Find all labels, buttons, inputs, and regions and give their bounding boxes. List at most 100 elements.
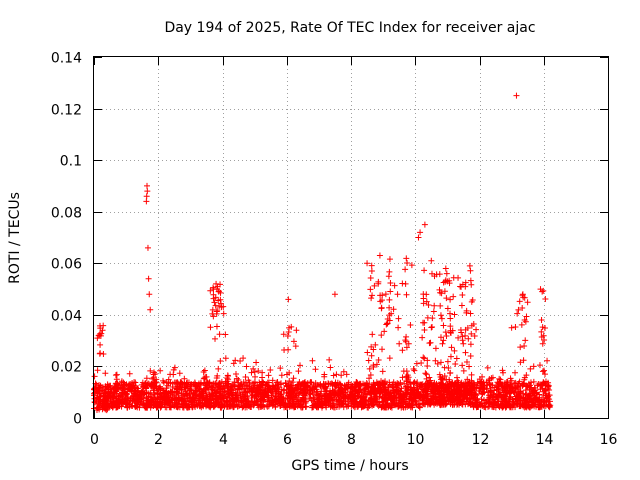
data-point xyxy=(401,380,408,387)
data-point xyxy=(215,365,222,372)
data-point xyxy=(466,363,473,370)
data-point xyxy=(340,395,347,402)
data-point xyxy=(288,389,295,396)
data-point xyxy=(145,397,152,404)
data-point xyxy=(420,354,427,361)
data-point xyxy=(467,267,474,274)
y-axis-title: ROTI / TECUs xyxy=(7,192,23,284)
spike-point xyxy=(144,244,151,251)
data-point xyxy=(163,398,170,405)
data-point xyxy=(368,295,375,302)
data-point xyxy=(124,400,131,407)
data-point xyxy=(370,399,377,406)
data-point xyxy=(94,367,101,374)
spike-point xyxy=(415,234,422,241)
data-point xyxy=(512,369,519,376)
y-tick-label: 0.1 xyxy=(60,154,82,170)
data-point xyxy=(390,379,397,386)
data-point xyxy=(159,387,166,394)
data-point xyxy=(438,315,445,322)
data-point xyxy=(242,374,249,381)
data-point xyxy=(131,398,138,405)
data-point xyxy=(367,395,374,402)
data-point xyxy=(154,396,161,403)
y-tick-label: 0.02 xyxy=(51,360,82,376)
data-point xyxy=(102,370,109,377)
data-point xyxy=(404,383,411,390)
data-point xyxy=(390,398,397,405)
y-tick-label: 0.08 xyxy=(51,206,82,222)
data-point xyxy=(333,381,340,388)
data-point xyxy=(300,386,307,393)
data-point xyxy=(237,358,244,365)
data-point xyxy=(91,391,98,398)
data-point xyxy=(411,367,418,374)
spike-point xyxy=(213,280,220,287)
data-point xyxy=(332,385,339,392)
data-point xyxy=(462,349,469,356)
data-point xyxy=(239,385,246,392)
data-point xyxy=(310,398,317,405)
data-point xyxy=(130,397,137,404)
data-point xyxy=(288,382,295,389)
data-point xyxy=(447,353,454,360)
data-point xyxy=(148,391,155,398)
data-point xyxy=(403,333,410,340)
data-point xyxy=(225,376,232,383)
data-point xyxy=(379,368,386,375)
data-point xyxy=(390,384,397,391)
data-point xyxy=(154,390,161,397)
data-point xyxy=(341,385,348,392)
data-point xyxy=(328,380,335,387)
data-point xyxy=(212,335,219,342)
data-point xyxy=(440,322,447,329)
data-point xyxy=(299,394,306,401)
data-point xyxy=(312,402,319,409)
x-tick-label: 14 xyxy=(536,432,554,448)
data-point xyxy=(181,375,188,382)
data-point xyxy=(400,368,407,375)
x-tick-label: 0 xyxy=(90,432,99,448)
data-point xyxy=(373,361,380,368)
data-point xyxy=(248,385,255,392)
data-point xyxy=(181,394,188,401)
data-point xyxy=(109,404,116,411)
data-point xyxy=(251,368,258,375)
data-point xyxy=(212,398,219,405)
data-point xyxy=(200,368,207,375)
data-point xyxy=(352,395,359,402)
data-point xyxy=(356,383,363,390)
data-point xyxy=(371,390,378,397)
data-point xyxy=(357,385,364,392)
spike-point xyxy=(394,291,401,298)
data-point xyxy=(373,394,380,401)
data-point xyxy=(542,296,549,303)
data-point xyxy=(410,389,417,396)
data-point xyxy=(451,311,458,318)
data-point xyxy=(153,385,160,392)
data-point xyxy=(443,270,450,277)
data-point xyxy=(164,398,171,405)
data-point xyxy=(366,402,373,409)
data-point xyxy=(162,404,169,411)
data-point xyxy=(441,373,448,380)
data-point xyxy=(413,360,420,367)
data-point xyxy=(213,323,220,330)
spike-point xyxy=(428,257,435,264)
data-point xyxy=(367,275,374,282)
data-point xyxy=(246,381,253,388)
data-point xyxy=(222,331,229,338)
data-point xyxy=(410,366,417,373)
data-point xyxy=(251,398,258,405)
data-point xyxy=(330,372,337,379)
data-point xyxy=(458,302,465,309)
data-point xyxy=(174,382,181,389)
data-point xyxy=(150,398,157,405)
x-axis-title: GPS time / hours xyxy=(291,458,408,474)
data-point xyxy=(128,388,135,395)
data-point xyxy=(283,404,290,411)
data-point xyxy=(387,390,394,397)
data-point xyxy=(96,350,103,357)
data-point xyxy=(230,360,237,367)
data-point xyxy=(246,403,253,410)
